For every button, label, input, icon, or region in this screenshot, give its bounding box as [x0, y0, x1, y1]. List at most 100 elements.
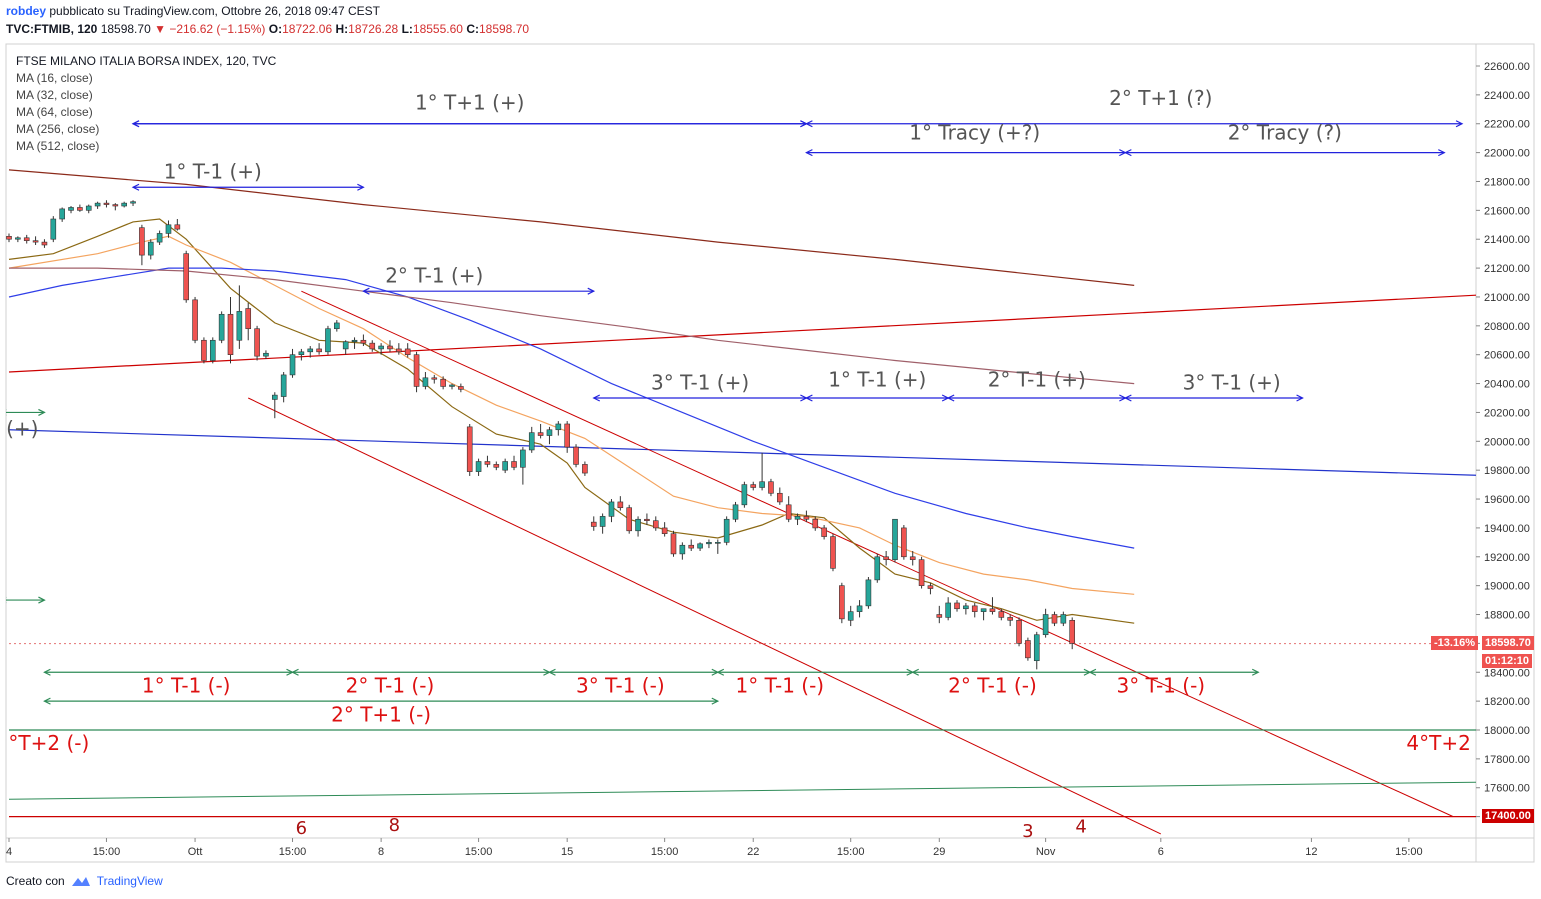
arrow-right-icon: [1251, 668, 1260, 676]
arrow-left-icon: [1124, 149, 1132, 157]
author-link[interactable]: robdey: [6, 4, 47, 18]
candle-body: [360, 339, 367, 344]
arrow-right-icon: [711, 697, 720, 705]
y-tick-label: 22000.00: [1484, 148, 1530, 160]
arrow-left-icon: [1088, 668, 1097, 676]
candle-body: [77, 207, 83, 211]
arrow-left-icon: [1124, 394, 1132, 402]
x-tick-label: 8: [378, 846, 384, 858]
high-value: 18726.28: [348, 22, 399, 36]
candle-body: [599, 516, 606, 527]
candle-body: [520, 449, 526, 468]
indicator-legend: FTSE MILANO ITALIA BORSA INDEX, 120, TVC…: [16, 53, 276, 155]
trendline: [8, 781, 1476, 800]
legend-item-ma256[interactable]: MA (256, close): [16, 122, 100, 136]
countdown-tag: 01:12:10: [1482, 654, 1533, 668]
x-tick-label: Nov: [1036, 846, 1056, 858]
candle-body: [413, 354, 420, 387]
candle-body: [369, 342, 376, 350]
candle-body: [679, 544, 686, 555]
cycle-annotation: 2° T-1 (-): [948, 673, 1037, 697]
candle-body: [449, 384, 455, 387]
arrow-left-icon: [291, 668, 299, 676]
high-label: H:: [335, 22, 349, 36]
legend-item-ma64[interactable]: MA (64, close): [16, 105, 93, 119]
candle-body: [573, 446, 579, 465]
candle-body: [431, 377, 438, 380]
candle-body: [936, 614, 943, 618]
y-tick-label: 20800.00: [1484, 321, 1530, 333]
arrow-left-icon: [131, 183, 140, 191]
x-tick-label: 15:00: [465, 846, 493, 858]
x-tick-label: 4: [6, 846, 12, 858]
cycle-annotation: 1° T-1 (+): [164, 160, 262, 184]
candle-body: [6, 236, 12, 240]
y-tick-label: 21400.00: [1484, 234, 1530, 246]
candle-body: [582, 464, 588, 474]
legend-title: FTSE MILANO ITALIA BORSA INDEX, 120, TVC: [16, 54, 277, 68]
candle-body: [839, 585, 845, 620]
candle-body: [918, 559, 925, 586]
cycle-annotation: 2° Tracy (?): [1228, 121, 1342, 145]
candle-body: [1051, 614, 1058, 624]
candle-body: [404, 348, 411, 355]
x-tick-label: 29: [933, 846, 945, 858]
trendline: [8, 429, 1476, 476]
candle-body: [971, 605, 978, 612]
candle-body: [325, 328, 331, 353]
candle-body: [387, 345, 393, 350]
y-tick-label: 19400.00: [1484, 523, 1530, 535]
cycle-annotation: 3: [1022, 821, 1033, 842]
ma-line: [8, 218, 1135, 624]
tradingview-logo-icon: [71, 877, 90, 886]
cycle-annotation: 3° T-1 (+): [651, 370, 749, 394]
candle-body: [466, 426, 473, 472]
cycle-annotation: 2° T-1 (-): [346, 673, 435, 697]
y-tick-label: 18000.00: [1484, 725, 1530, 737]
tradingview-link[interactable]: TradingView: [96, 874, 163, 888]
y-tick-label: 21800.00: [1484, 176, 1530, 188]
candle-body: [103, 202, 110, 205]
x-tick-label: 15:00: [279, 846, 307, 858]
arrow-left-icon: [805, 120, 813, 128]
candle-body: [156, 233, 163, 243]
candle-body: [661, 527, 668, 534]
candle-body: [830, 536, 836, 569]
candle-body: [537, 432, 544, 436]
candle-body: [130, 201, 136, 204]
cycle-annotation: 1° T-1 (-): [736, 673, 825, 697]
candle-body: [201, 339, 207, 361]
candle-body: [493, 464, 500, 468]
candle-body: [706, 542, 712, 545]
symbol-label: TVC:FTMIB, 120: [6, 22, 98, 36]
arrow-right-icon: [1455, 120, 1464, 128]
cycle-annotation: 4: [1075, 816, 1086, 837]
candle-body: [236, 311, 243, 341]
candle-body: [351, 339, 358, 343]
legend-item-ma512[interactable]: MA (512, close): [16, 139, 100, 153]
published-text: pubblicato su TradingView.com, Ottobre 2…: [46, 4, 380, 18]
candle-body: [1007, 617, 1013, 621]
legend-item-ma32[interactable]: MA (32, close): [16, 88, 93, 102]
candle-body: [316, 348, 322, 353]
candle-body: [174, 224, 181, 230]
x-tick-label: 15:00: [837, 846, 865, 858]
arrow-left-icon: [592, 394, 601, 402]
candle-body: [139, 227, 145, 256]
arrow-right-icon: [357, 183, 365, 191]
candle-body: [484, 461, 491, 465]
arrow-left-icon: [131, 120, 140, 128]
candle-body: [165, 224, 172, 234]
candle-body: [280, 374, 287, 397]
candle-body: [927, 585, 934, 589]
candle-body: [263, 352, 269, 357]
candle-body: [422, 377, 429, 387]
cycle-annotation: 8: [389, 815, 400, 836]
candle-body: [945, 602, 951, 618]
arrow-right-icon: [38, 596, 46, 604]
open-label: O:: [268, 22, 283, 36]
arrow-left-icon: [911, 668, 919, 676]
legend-item-ma16[interactable]: MA (16, close): [16, 71, 93, 85]
candle-body: [1033, 634, 1040, 662]
